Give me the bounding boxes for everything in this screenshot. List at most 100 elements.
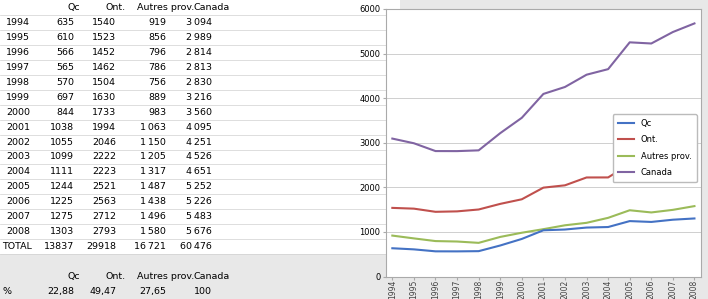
Text: Autres prov.: Autres prov. xyxy=(137,272,195,281)
Bar xyxy=(0,209,400,224)
Text: 1055: 1055 xyxy=(50,138,74,147)
Text: 2563: 2563 xyxy=(92,197,116,206)
Text: 100: 100 xyxy=(194,287,212,296)
Text: %: % xyxy=(2,287,11,296)
Text: 22,88: 22,88 xyxy=(47,287,74,296)
Text: 2222: 2222 xyxy=(92,152,116,161)
Text: 1996: 1996 xyxy=(6,48,30,57)
Text: 786: 786 xyxy=(148,63,166,72)
Bar xyxy=(0,75,400,90)
Text: 5 483: 5 483 xyxy=(186,212,212,221)
Text: Canada: Canada xyxy=(194,272,230,281)
Bar xyxy=(0,15,400,30)
Text: 1998: 1998 xyxy=(6,78,30,87)
Text: 1 063: 1 063 xyxy=(140,123,166,132)
Text: 1630: 1630 xyxy=(92,93,116,102)
Text: 2001: 2001 xyxy=(6,123,30,132)
Text: 2003: 2003 xyxy=(6,152,30,161)
Bar xyxy=(0,135,400,150)
Bar xyxy=(0,30,400,45)
Text: 49,47: 49,47 xyxy=(89,287,116,296)
Text: 1275: 1275 xyxy=(50,212,74,221)
Text: 1303: 1303 xyxy=(50,227,74,236)
Text: 5 252: 5 252 xyxy=(186,182,212,191)
Text: 2 830: 2 830 xyxy=(186,78,212,87)
Text: 697: 697 xyxy=(56,93,74,102)
Bar xyxy=(0,45,400,60)
Text: 796: 796 xyxy=(148,48,166,57)
Text: 1462: 1462 xyxy=(92,63,116,72)
Text: 3 216: 3 216 xyxy=(186,93,212,102)
Text: 2004: 2004 xyxy=(6,167,30,176)
Text: 919: 919 xyxy=(148,18,166,27)
Text: 1523: 1523 xyxy=(92,33,116,42)
Text: 2 814: 2 814 xyxy=(186,48,212,57)
Text: 4 251: 4 251 xyxy=(186,138,212,147)
Text: 3 094: 3 094 xyxy=(186,18,212,27)
Text: 3 560: 3 560 xyxy=(186,108,212,117)
Text: 1 438: 1 438 xyxy=(140,197,166,206)
Text: 756: 756 xyxy=(148,78,166,87)
Text: 16 721: 16 721 xyxy=(134,242,166,251)
Text: Ont.: Ont. xyxy=(106,3,126,12)
Text: 2521: 2521 xyxy=(92,182,116,191)
Legend: Qc, Ont., Autres prov., Canada: Qc, Ont., Autres prov., Canada xyxy=(612,114,697,182)
Text: 2005: 2005 xyxy=(6,182,30,191)
Text: 27,65: 27,65 xyxy=(139,287,166,296)
Text: 1 580: 1 580 xyxy=(140,227,166,236)
Text: 2046: 2046 xyxy=(92,138,116,147)
Text: 1504: 1504 xyxy=(92,78,116,87)
Text: 2793: 2793 xyxy=(92,227,116,236)
Text: 1 487: 1 487 xyxy=(140,182,166,191)
Text: 4 651: 4 651 xyxy=(186,167,212,176)
Text: 2006: 2006 xyxy=(6,197,30,206)
Text: 1452: 1452 xyxy=(92,48,116,57)
Bar xyxy=(0,194,400,209)
Text: 1994: 1994 xyxy=(6,18,30,27)
Text: 29918: 29918 xyxy=(86,242,116,251)
Text: 1225: 1225 xyxy=(50,197,74,206)
Bar xyxy=(0,224,400,239)
Text: 610: 610 xyxy=(56,33,74,42)
Text: 13837: 13837 xyxy=(44,242,74,251)
Text: 565: 565 xyxy=(56,63,74,72)
Text: 2007: 2007 xyxy=(6,212,30,221)
Text: 1111: 1111 xyxy=(50,167,74,176)
Text: 844: 844 xyxy=(56,108,74,117)
Text: 1995: 1995 xyxy=(6,33,30,42)
Text: Autres prov.: Autres prov. xyxy=(137,3,195,12)
Text: 5 226: 5 226 xyxy=(186,197,212,206)
Text: TOTAL: TOTAL xyxy=(2,242,32,251)
Text: 1997: 1997 xyxy=(6,63,30,72)
Text: 983: 983 xyxy=(148,108,166,117)
Text: 4 526: 4 526 xyxy=(186,152,212,161)
Text: 1999: 1999 xyxy=(6,93,30,102)
Text: Ont.: Ont. xyxy=(106,272,126,281)
Text: 1 150: 1 150 xyxy=(140,138,166,147)
Bar xyxy=(0,150,400,164)
Text: 1 205: 1 205 xyxy=(140,152,166,161)
Text: 1244: 1244 xyxy=(50,182,74,191)
Text: Qc: Qc xyxy=(68,3,80,12)
Text: 1540: 1540 xyxy=(92,18,116,27)
Text: 2002: 2002 xyxy=(6,138,30,147)
Text: 5 676: 5 676 xyxy=(186,227,212,236)
Text: 1733: 1733 xyxy=(92,108,116,117)
Text: 2008: 2008 xyxy=(6,227,30,236)
Text: 2712: 2712 xyxy=(92,212,116,221)
Text: 2 989: 2 989 xyxy=(186,33,212,42)
Text: 2 813: 2 813 xyxy=(186,63,212,72)
Text: 889: 889 xyxy=(148,93,166,102)
Text: 566: 566 xyxy=(56,48,74,57)
Text: 1 496: 1 496 xyxy=(140,212,166,221)
Text: 856: 856 xyxy=(148,33,166,42)
Text: 1 317: 1 317 xyxy=(140,167,166,176)
Text: 1099: 1099 xyxy=(50,152,74,161)
Bar xyxy=(0,0,400,15)
Bar xyxy=(0,179,400,194)
Text: 60 476: 60 476 xyxy=(180,242,212,251)
Bar xyxy=(0,105,400,120)
Text: 2000: 2000 xyxy=(6,108,30,117)
Text: 1994: 1994 xyxy=(92,123,116,132)
Bar xyxy=(0,90,400,105)
